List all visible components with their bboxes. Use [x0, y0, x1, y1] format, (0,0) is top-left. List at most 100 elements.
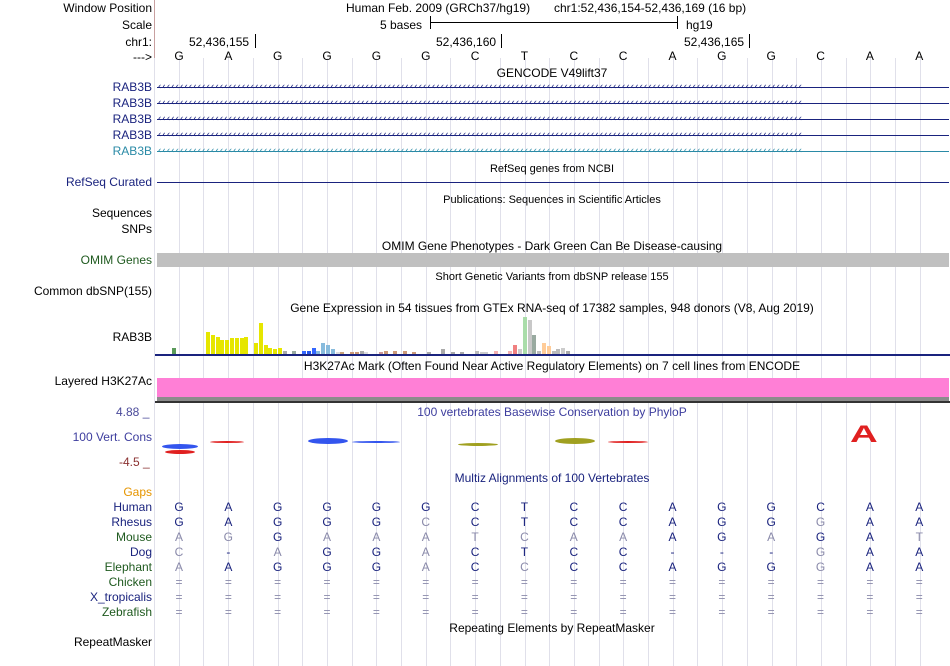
gencode-title[interactable]: GENCODE V49lift37 [496, 66, 608, 80]
gtex-tissue-bar[interactable] [383, 351, 388, 354]
gtex-tissue-bar[interactable] [527, 320, 532, 354]
gtex-tissue-bar[interactable] [282, 351, 287, 354]
gtex-tissue-bar[interactable] [172, 348, 177, 354]
gtex-tissue-bar[interactable] [225, 340, 230, 354]
gtex-tissue-bar[interactable] [566, 351, 570, 354]
gencode-gene-label[interactable]: RAB3B [112, 128, 152, 142]
gtex-tissue-bar[interactable] [450, 352, 455, 354]
gtex-tissue-bar[interactable] [460, 352, 465, 354]
publications-label[interactable]: Sequences [91, 206, 152, 220]
species-label[interactable]: Human [113, 500, 152, 514]
dbsnp-title[interactable]: Short Genetic Variants from dbSNP releas… [435, 271, 669, 283]
gencode-gene-label[interactable]: RAB3B [112, 80, 152, 94]
gencode-gene-label[interactable]: RAB3B [112, 96, 152, 110]
gtex-tissue-bar[interactable] [484, 352, 489, 354]
gtex-tissue-bar[interactable] [354, 352, 359, 354]
omim-gene-block[interactable] [157, 253, 949, 267]
gtex-tissue-bar[interactable] [441, 349, 446, 354]
gtex-tissue-bar[interactable] [258, 323, 263, 354]
species-label[interactable]: Zebrafish [101, 605, 152, 619]
refseq-gene-line[interactable] [157, 182, 949, 183]
gtex-tissue-bar[interactable] [311, 348, 316, 354]
gtex-tissue-bar[interactable] [210, 335, 215, 354]
gtex-tissue-bar[interactable] [230, 338, 234, 354]
dbsnp-label[interactable]: Common dbSNP(155) [33, 284, 152, 298]
gtex-tissue-bar[interactable] [326, 345, 330, 354]
species-label[interactable]: Chicken [108, 575, 152, 589]
gtex-tissue-bar[interactable] [335, 352, 340, 354]
gtex-tissue-bar[interactable] [316, 351, 321, 354]
snps-label[interactable]: SNPs [121, 222, 152, 236]
h3k27ac-label[interactable]: Layered H3K27Ac [54, 374, 152, 388]
coord-label-1[interactable]: 52,436,155 [189, 35, 250, 49]
h3k27ac-title[interactable]: H3K27Ac Mark (Often Found Near Active Re… [303, 359, 801, 373]
gtex-tissue-bar[interactable] [494, 351, 498, 354]
omim-label[interactable]: OMIM Genes [80, 253, 152, 267]
gtex-tissue-bar[interactable] [518, 349, 522, 354]
h3k27ac-signal[interactable] [157, 378, 949, 397]
cons-title[interactable]: 100 vertebrates Basewise Conservation by… [417, 405, 687, 419]
gtex-tissue-bar[interactable] [306, 351, 311, 354]
gtex-tissue-bar[interactable] [522, 317, 527, 354]
gtex-tissue-bar[interactable] [393, 351, 398, 354]
repeatmasker-title[interactable]: Repeating Elements by RepeatMasker [449, 621, 655, 635]
species-label[interactable]: X_tropicalis [89, 590, 152, 604]
gtex-tissue-bar[interactable] [302, 351, 306, 354]
species-label[interactable]: Dog [129, 545, 152, 559]
gtex-tissue-bar[interactable] [273, 349, 278, 354]
gtex-tissue-bar[interactable] [542, 343, 546, 354]
gencode-gene-label[interactable]: RAB3B [112, 112, 152, 126]
gtex-tissue-bar[interactable] [378, 352, 383, 354]
gtex-tissue-bar[interactable] [340, 352, 345, 354]
species-label[interactable]: Elephant [104, 560, 152, 574]
gtex-title[interactable]: Gene Expression in 54 tissues from GTEx … [290, 301, 814, 315]
gtex-tissue-bar[interactable] [239, 338, 244, 354]
gtex-tissue-bar[interactable] [513, 345, 518, 354]
gtex-tissue-bar[interactable] [551, 351, 556, 354]
publications-title[interactable]: Publications: Sequences in Scientific Ar… [443, 194, 661, 206]
position-text[interactable]: chr1:52,436,154-52,436,169 (16 bp) [554, 1, 747, 15]
gtex-tissue-bar[interactable] [474, 351, 479, 354]
gencode-gene-label[interactable]: RAB3B [112, 144, 152, 158]
gtex-tissue-bar[interactable] [426, 352, 431, 354]
coord-label-2[interactable]: 52,436,160 [436, 35, 497, 49]
gtex-tissue-bar[interactable] [350, 352, 354, 354]
gtex-tissue-bar[interactable] [206, 332, 210, 354]
gtex-tissue-bar[interactable] [364, 352, 369, 354]
gtex-tissue-bar[interactable] [556, 349, 561, 354]
omim-title[interactable]: OMIM Gene Phenotypes - Dark Green Can Be… [381, 239, 723, 253]
cons-label[interactable]: 100 Vert. Cons [72, 430, 152, 444]
repeatmasker-label[interactable]: RepeatMasker [73, 635, 152, 649]
gtex-tissue-bar[interactable] [330, 349, 335, 354]
gtex-tissue-bar[interactable] [278, 348, 282, 354]
grid-line [351, 58, 353, 666]
gtex-label[interactable]: RAB3B [112, 330, 152, 344]
gtex-tissue-bar[interactable] [532, 335, 537, 354]
multiz-title[interactable]: Multiz Alignments of 100 Vertebrates [454, 471, 650, 485]
species-label[interactable]: Rhesus [111, 515, 152, 529]
gtex-tissue-bar[interactable] [220, 340, 225, 354]
gtex-tissue-bar[interactable] [321, 343, 326, 354]
gaps-label[interactable]: Gaps [123, 485, 152, 499]
gtex-tissue-bar[interactable] [244, 337, 249, 354]
gtex-tissue-bar[interactable] [234, 338, 239, 354]
refseq-label[interactable]: RefSeq Curated [65, 175, 152, 189]
gtex-tissue-bar[interactable] [215, 337, 220, 354]
gtex-tissue-bar[interactable] [412, 352, 417, 354]
gtex-tissue-bar[interactable] [263, 345, 268, 354]
refseq-title[interactable]: RefSeq genes from NCBI [489, 163, 615, 175]
gtex-tissue-bar[interactable] [292, 351, 297, 354]
gtex-tissue-bar[interactable] [546, 346, 551, 354]
gtex-tissue-bar[interactable] [402, 351, 407, 354]
gtex-tissue-bar[interactable] [508, 351, 513, 354]
coord-label-3[interactable]: 52,436,165 [684, 35, 745, 49]
gtex-tissue-bar[interactable] [268, 348, 273, 354]
gtex-tissue-bar[interactable] [537, 351, 542, 354]
gtex-tissue-bar[interactable] [479, 352, 484, 354]
gtex-tissue-bar[interactable] [359, 351, 364, 354]
gtex-tissue-bar[interactable] [254, 343, 258, 354]
grid-line [771, 58, 773, 666]
gtex-tissue-bar[interactable] [561, 348, 566, 354]
alignment-base: C [618, 500, 628, 514]
species-label[interactable]: Mouse [115, 530, 152, 544]
